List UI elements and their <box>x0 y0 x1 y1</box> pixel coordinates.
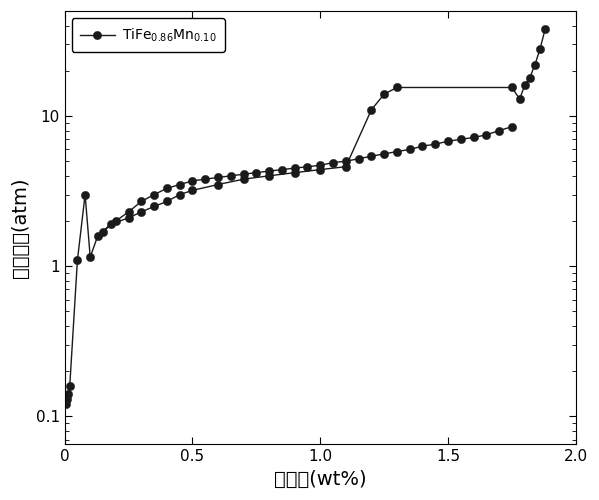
X-axis label: 吸氢量(wt%): 吸氢量(wt%) <box>274 470 367 489</box>
TiFe$_{0.86}$Mn$_{0.10}$ <box>150 204 158 210</box>
TiFe$_{0.86}$Mn$_{0.10}$ <box>87 254 94 260</box>
TiFe$_{0.86}$Mn$_{0.10}$ <box>521 82 528 88</box>
TiFe$_{0.86}$Mn$_{0.10}$ <box>516 96 523 102</box>
TiFe$_{0.86}$Mn$_{0.10}$ <box>62 402 69 407</box>
TiFe$_{0.86}$Mn$_{0.10}$ <box>63 396 71 402</box>
TiFe$_{0.86}$Mn$_{0.10}$ <box>265 173 273 179</box>
TiFe$_{0.86}$Mn$_{0.10}$ <box>138 209 145 215</box>
TiFe$_{0.86}$Mn$_{0.10}$ <box>81 192 89 198</box>
TiFe$_{0.86}$Mn$_{0.10}$ <box>125 215 132 221</box>
TiFe$_{0.86}$Mn$_{0.10}$ <box>66 382 73 388</box>
TiFe$_{0.86}$Mn$_{0.10}$ <box>240 176 247 182</box>
TiFe$_{0.86}$Mn$_{0.10}$ <box>380 91 388 97</box>
TiFe$_{0.86}$Mn$_{0.10}$ <box>537 46 544 52</box>
TiFe$_{0.86}$Mn$_{0.10}$ <box>342 164 349 170</box>
TiFe$_{0.86}$Mn$_{0.10}$ <box>176 192 183 198</box>
TiFe$_{0.86}$Mn$_{0.10}$ <box>94 232 101 238</box>
TiFe$_{0.86}$Mn$_{0.10}$ <box>531 62 539 68</box>
Legend: TiFe$_{0.86}$Mn$_{0.10}$: TiFe$_{0.86}$Mn$_{0.10}$ <box>72 18 225 52</box>
TiFe$_{0.86}$Mn$_{0.10}$ <box>509 84 516 90</box>
TiFe$_{0.86}$Mn$_{0.10}$ <box>368 107 375 113</box>
TiFe$_{0.86}$Mn$_{0.10}$ <box>214 182 222 188</box>
Line: TiFe$_{0.86}$Mn$_{0.10}$: TiFe$_{0.86}$Mn$_{0.10}$ <box>62 25 549 408</box>
TiFe$_{0.86}$Mn$_{0.10}$ <box>189 188 196 194</box>
TiFe$_{0.86}$Mn$_{0.10}$ <box>394 84 401 90</box>
TiFe$_{0.86}$Mn$_{0.10}$ <box>107 222 114 228</box>
TiFe$_{0.86}$Mn$_{0.10}$ <box>541 26 549 32</box>
Y-axis label: 分解压强(atm): 分解压强(atm) <box>11 178 30 278</box>
TiFe$_{0.86}$Mn$_{0.10}$ <box>317 166 324 172</box>
TiFe$_{0.86}$Mn$_{0.10}$ <box>65 392 72 398</box>
TiFe$_{0.86}$Mn$_{0.10}$ <box>74 257 81 263</box>
TiFe$_{0.86}$Mn$_{0.10}$ <box>527 74 534 80</box>
TiFe$_{0.86}$Mn$_{0.10}$ <box>291 170 298 175</box>
TiFe$_{0.86}$Mn$_{0.10}$ <box>164 198 171 204</box>
